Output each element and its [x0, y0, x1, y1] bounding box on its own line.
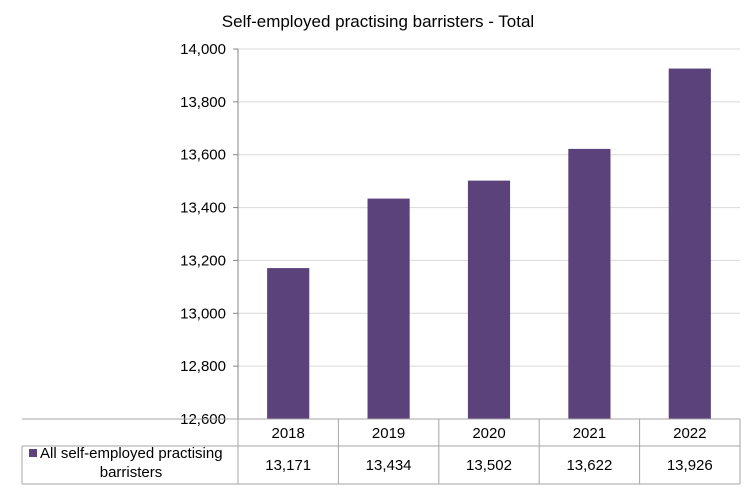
legend-key	[29, 449, 37, 457]
bar-2018	[267, 268, 310, 419]
legend-label-line-1: All self-employed practising	[40, 445, 223, 462]
legend-label-line-2: barristers	[100, 464, 163, 481]
data-table-value: 13,434	[366, 457, 412, 474]
data-table: 2018 13,171 2019 13,434 2020 13,502 2021 13,622…	[21, 418, 741, 485]
x-category-label: 2020	[472, 425, 505, 442]
x-category-label: 2019	[372, 425, 405, 442]
bar-2020	[467, 180, 511, 419]
data-table-value: 13,502	[466, 457, 512, 474]
y-axis-ticks: 12,60012,80013,00013,20013,40013,60013,8…	[180, 41, 226, 428]
x-category-label: 2018	[272, 425, 305, 442]
x-category-label: 2021	[573, 425, 606, 442]
data-table-value: 13,622	[566, 457, 612, 474]
x-category-label: 2022	[673, 425, 706, 442]
y-tick-label: 13,400	[180, 200, 226, 217]
bar-2022	[668, 68, 711, 420]
y-tick-label: 14,000	[180, 41, 226, 58]
chart-title: Self-employed practising barristers - To…	[222, 12, 534, 31]
y-tick-label: 12,800	[180, 358, 226, 375]
data-table-value: 13,926	[667, 457, 713, 474]
data-table-value: 13,171	[265, 457, 311, 474]
bar-2019	[367, 198, 410, 419]
bar-2021	[568, 148, 611, 419]
bars	[267, 68, 711, 420]
y-tick-label: 13,000	[180, 305, 226, 322]
y-tick-label: 13,200	[180, 252, 226, 269]
y-tick-label: 13,600	[180, 147, 226, 164]
y-tick-label: 13,800	[180, 94, 226, 111]
